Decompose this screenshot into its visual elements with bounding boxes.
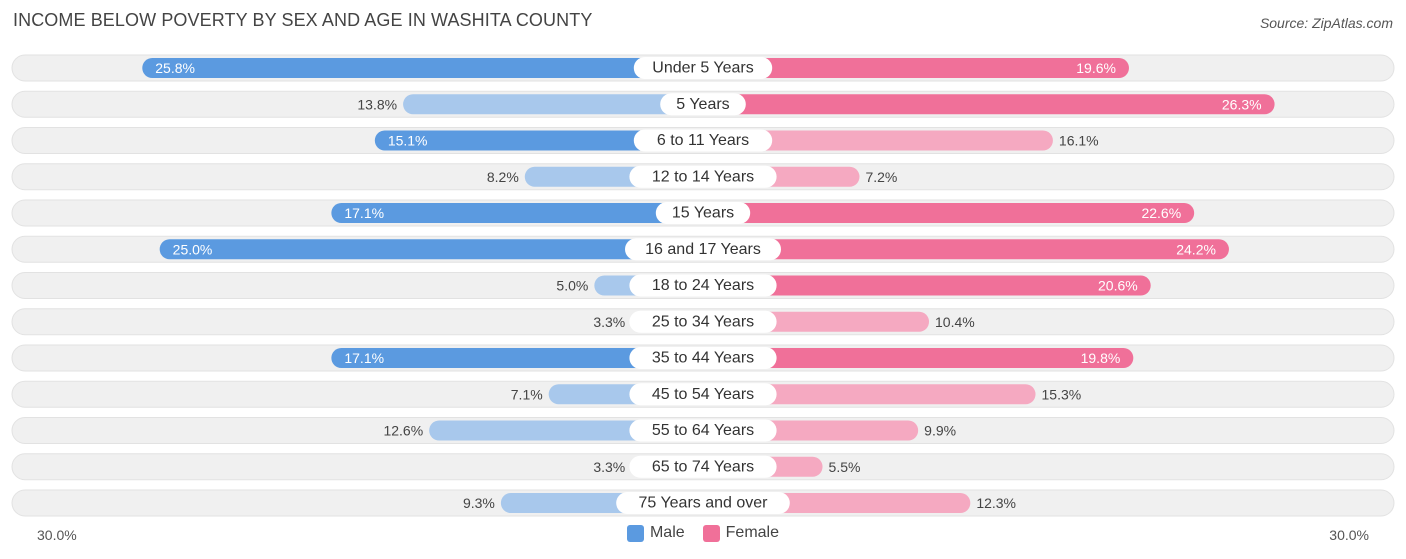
category-pill <box>629 310 777 333</box>
value-label-female: 16.1% <box>1059 133 1099 149</box>
bar-female <box>703 239 1229 260</box>
value-label-female: 10.4% <box>935 314 975 330</box>
legend: Male Female <box>0 524 1406 542</box>
value-label-male: 8.2% <box>487 169 519 185</box>
value-label-male: 25.0% <box>173 241 213 257</box>
bar-female <box>703 94 1275 115</box>
bar-female <box>703 384 1036 405</box>
legend-label-male: Male <box>649 524 685 541</box>
category-label: Under 5 Years <box>652 60 753 77</box>
legend-label-female: Female <box>725 524 780 541</box>
value-label-female: 15.3% <box>1042 386 1082 402</box>
category-pill <box>633 57 773 79</box>
bar-male <box>331 348 703 368</box>
category-label: 16 and 17 Years <box>645 241 761 258</box>
value-label-male: 9.3% <box>463 495 495 511</box>
source-credit: Source: ZipAtlas.com <box>1259 15 1393 31</box>
legend-swatch-male <box>626 524 644 542</box>
legend-item-male[interactable]: Male <box>626 524 685 542</box>
category-pill <box>629 274 777 297</box>
chart-title: INCOME BELOW POVERTY BY SEX AND AGE IN W… <box>13 10 593 30</box>
value-label-male: 17.1% <box>344 350 384 366</box>
category-label: 65 to 74 Years <box>652 458 754 475</box>
value-label-female: 24.2% <box>1176 241 1216 257</box>
value-label-male: 17.1% <box>344 205 384 221</box>
value-label-female: 26.3% <box>1222 96 1262 112</box>
bar-male <box>159 239 703 260</box>
value-label-female: 9.9% <box>924 423 956 439</box>
bar-female <box>703 130 1053 151</box>
category-label: 45 to 54 Years <box>652 386 754 403</box>
legend-swatch-female <box>702 524 720 542</box>
bar-female <box>703 275 1151 296</box>
value-label-female: 22.6% <box>1141 205 1181 221</box>
bar-female <box>703 348 1134 368</box>
bar-male <box>331 203 703 223</box>
value-label-male: 3.3% <box>593 314 625 330</box>
category-label: 25 to 34 Years <box>652 313 754 330</box>
bar-male <box>142 58 703 78</box>
category-pill <box>629 383 777 406</box>
legend-item-female[interactable]: Female <box>702 524 780 542</box>
category-pill <box>629 347 777 369</box>
category-pill <box>629 455 777 478</box>
value-label-female: 19.8% <box>1081 350 1121 366</box>
category-label: 5 Years <box>676 96 729 113</box>
value-label-female: 5.5% <box>829 459 861 475</box>
category-pill <box>629 165 777 188</box>
bar-female <box>703 58 1129 78</box>
category-pill <box>629 419 777 442</box>
value-label-male: 25.8% <box>155 60 195 76</box>
value-label-male: 12.6% <box>383 423 423 439</box>
category-pill <box>660 93 746 116</box>
category-label: 35 to 44 Years <box>652 350 754 367</box>
value-label-female: 7.2% <box>865 169 897 185</box>
category-pill <box>616 492 790 514</box>
axis-right-label: 30.0% <box>1329 527 1369 543</box>
value-label-female: 20.6% <box>1098 278 1138 294</box>
value-label-male: 7.1% <box>511 386 543 402</box>
value-label-female: 12.3% <box>976 495 1016 511</box>
chart-area: 25.8% 19.6% Under 5 Years 13.8% 26.3% 5 Years… <box>11 54 1395 517</box>
category-pill <box>625 238 781 261</box>
value-label-male: 3.3% <box>593 459 625 475</box>
category-pill <box>655 202 751 224</box>
category-label: 15 Years <box>672 205 734 222</box>
bar-female <box>703 203 1195 223</box>
category-label: 18 to 24 Years <box>652 277 754 294</box>
category-label: 6 to 11 Years <box>657 132 749 149</box>
category-label: 55 to 64 Years <box>652 422 754 439</box>
bar-male <box>403 94 703 115</box>
bar-male <box>374 130 703 151</box>
value-label-male: 5.0% <box>556 278 588 294</box>
value-label-male: 13.8% <box>357 96 397 112</box>
value-label-male: 15.1% <box>388 133 428 149</box>
category-label: 12 to 14 Years <box>652 168 754 185</box>
value-label-female: 19.6% <box>1076 60 1116 76</box>
category-pill <box>633 129 773 152</box>
category-label: 75 Years and over <box>639 495 769 512</box>
axis-left-label: 30.0% <box>37 527 77 543</box>
